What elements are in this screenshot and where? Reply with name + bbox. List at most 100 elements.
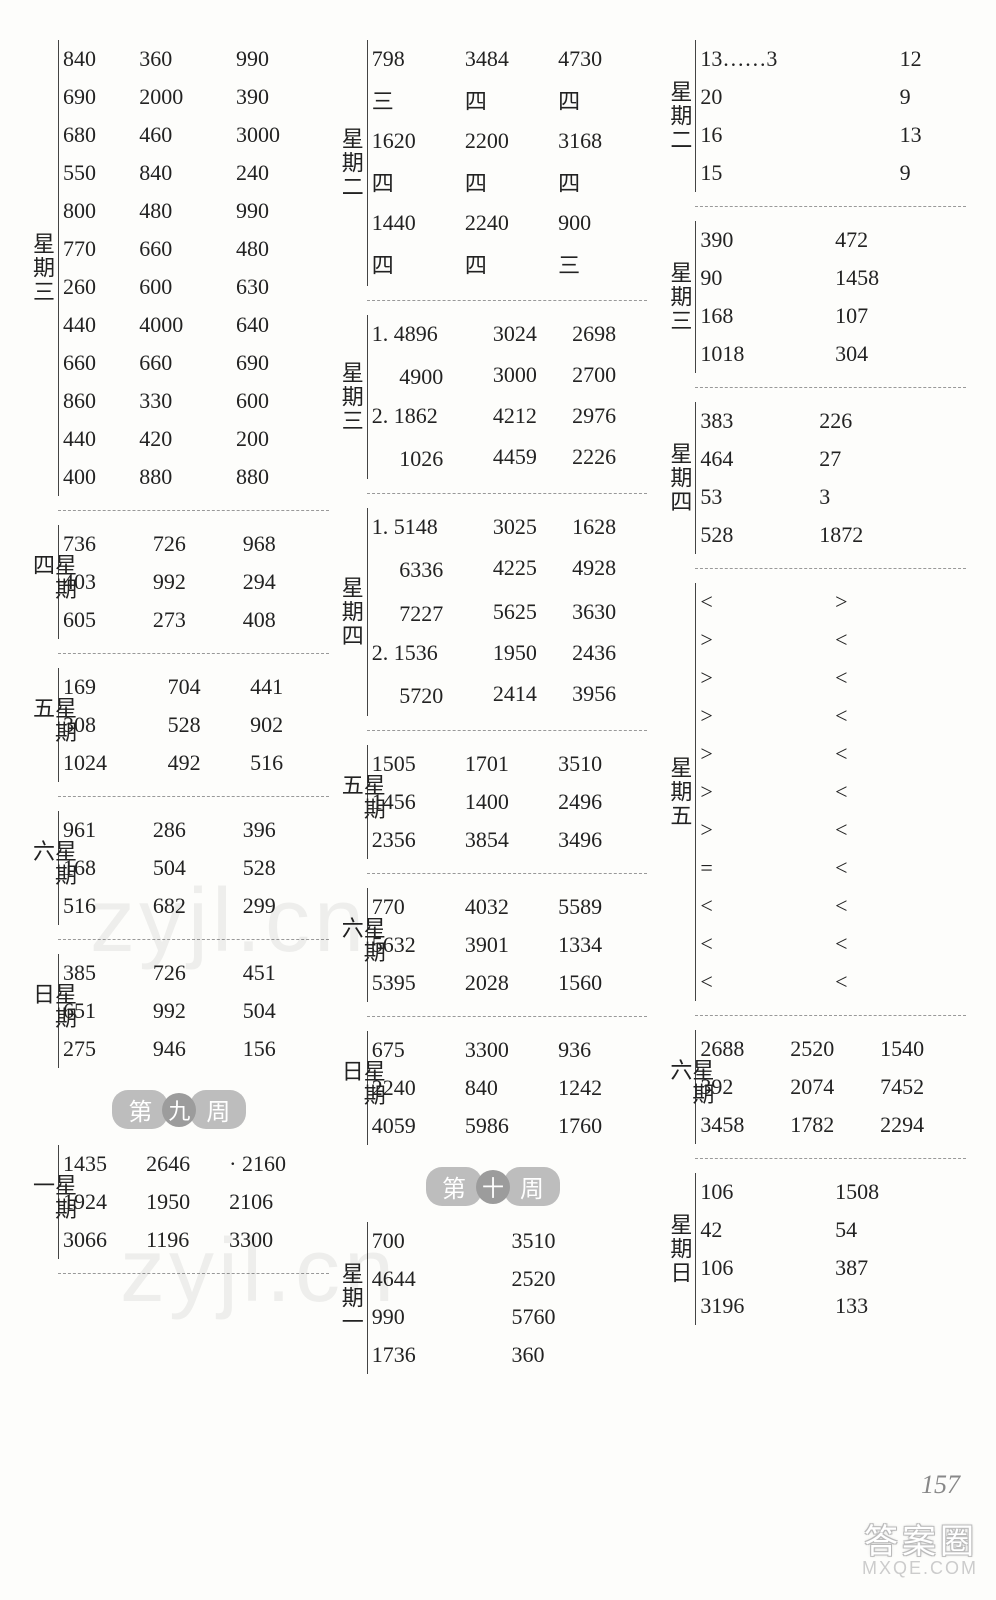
cell: 2028 [461,964,554,1002]
c1-sun-label: 星期日 [31,983,75,1040]
cell: 2. 1862 [368,397,489,435]
cell: 3956 [568,672,647,716]
cell: 840 [461,1069,554,1107]
cell: 四 [461,160,554,204]
c1-fri-block: 星期五 1697044413085289021024492516 [58,668,329,782]
cell: 946 [149,1030,239,1068]
cell: > [696,621,831,659]
cell: 504 [239,992,329,1030]
cell: 4900 [368,353,489,397]
c2-fri-table: 150517013510145614002496235638543496 [368,745,648,859]
cell: 690 [59,78,135,116]
divider [58,510,329,511]
cell: > [696,735,831,773]
table-row: 四四四 [368,160,648,204]
cell: 968 [239,525,329,563]
cell: < [831,849,966,887]
cell: 294 [239,563,329,601]
cell: 2976 [568,397,647,435]
c1-fri-label: 星期五 [31,697,75,754]
c3-wed-block: 星期三 3904729014581681071018304 [695,221,966,373]
table-row: 168504528 [59,849,329,887]
cell: 5760 [508,1298,648,1336]
divider [695,1158,966,1159]
cell: 2226 [568,435,647,479]
cell: 3300 [225,1221,329,1259]
c1-wed-block: 星期三 840360990690200039068046030005508402… [58,40,329,496]
cell: 600 [135,268,232,306]
corner-sub: MXQE.COM [862,1558,978,1579]
cell: 1508 [831,1173,966,1211]
cell: 600 [232,382,329,420]
cell: 4928 [568,546,647,590]
cell: 660 [59,344,135,382]
table-row: 651992504 [59,992,329,1030]
table-row: 840360990 [59,40,329,78]
c3-thu-block: 星期四 383226464275335281872 [695,402,966,554]
table-row: 14402240900 [368,204,648,242]
cell: 15 [696,154,895,192]
page-number: 157 [921,1470,960,1500]
cell: 682 [149,887,239,925]
table-row: 1061508 [696,1173,966,1211]
cell: 1560 [554,964,647,1002]
table-row: 39220747452 [696,1068,966,1106]
cell: < [696,887,831,925]
table-row: 9905760 [368,1298,648,1336]
c3-thu-label: 星期四 [668,442,690,514]
table-row: 268825201540 [696,1030,966,1068]
cell: 5625 [489,590,568,634]
cell: 440 [59,306,135,344]
c3-sat-block: 星期六 26882520154039220747452345817822294 [695,1030,966,1144]
c3-tue-table: 13……3122091613159 [696,40,966,192]
c2-tue-label: 星期二 [340,127,362,199]
cell: 387 [831,1249,966,1287]
cell: 770 [59,230,135,268]
cell: 133 [831,1287,966,1325]
table-row: 13……312 [696,40,966,78]
cell: 472 [831,221,966,259]
cell: 383 [696,402,815,440]
table-row: 860330600 [59,382,329,420]
cell: 200 [232,420,329,458]
table-row: 385726451 [59,954,329,992]
cell: 54 [831,1211,966,1249]
cell: 4032 [461,888,554,926]
cell: 1701 [461,745,554,783]
c3-tue-label: 星期二 [668,80,690,152]
cell: 4459 [489,435,568,479]
cell: 528 [164,706,247,744]
cell: 3854 [461,821,554,859]
corner-tag: 答案圈 [864,1514,978,1563]
c2-mon10-table: 70035104644252099057601736360 [368,1222,648,1374]
divider [58,1273,329,1274]
cell: < [696,963,831,1001]
cell: 1440 [368,204,461,242]
corner-overlay: 答案圈 MXQE.COM [736,1510,996,1600]
cell: = [696,849,831,887]
cell: > [696,659,831,697]
table-row: 306611963300 [59,1221,329,1259]
c1-thu-block: 星期四 736726968403992294605273408 [58,525,329,639]
cell: 2414 [489,672,568,716]
column-3: 星期二 13……3122091613159 星期三 39047290145816… [667,40,966,1382]
cell: 2240 [461,204,554,242]
table-row: 550840240 [59,154,329,192]
table-row: 345817822294 [696,1106,966,1144]
cell: 3510 [554,745,647,783]
c2-sat-block: 星期六 77040325589563239011334539520281560 [367,888,648,1002]
cell: 3000 [489,353,568,397]
cell: < [831,621,966,659]
table-row: >< [696,735,966,773]
cell: 726 [149,954,239,992]
cell: 900 [554,204,647,242]
week-pill-left: 第 [112,1090,168,1129]
cell: 三 [554,242,647,286]
cell: 42 [696,1211,831,1249]
table-row: 7003510 [368,1222,648,1260]
c2-mon10-block: 星期一 70035104644252099057601736360 [367,1222,648,1374]
table-row: 1018304 [696,335,966,373]
cell: 299 [239,887,329,925]
table-row: 539520281560 [368,964,648,1002]
cell: 1736 [368,1336,508,1374]
